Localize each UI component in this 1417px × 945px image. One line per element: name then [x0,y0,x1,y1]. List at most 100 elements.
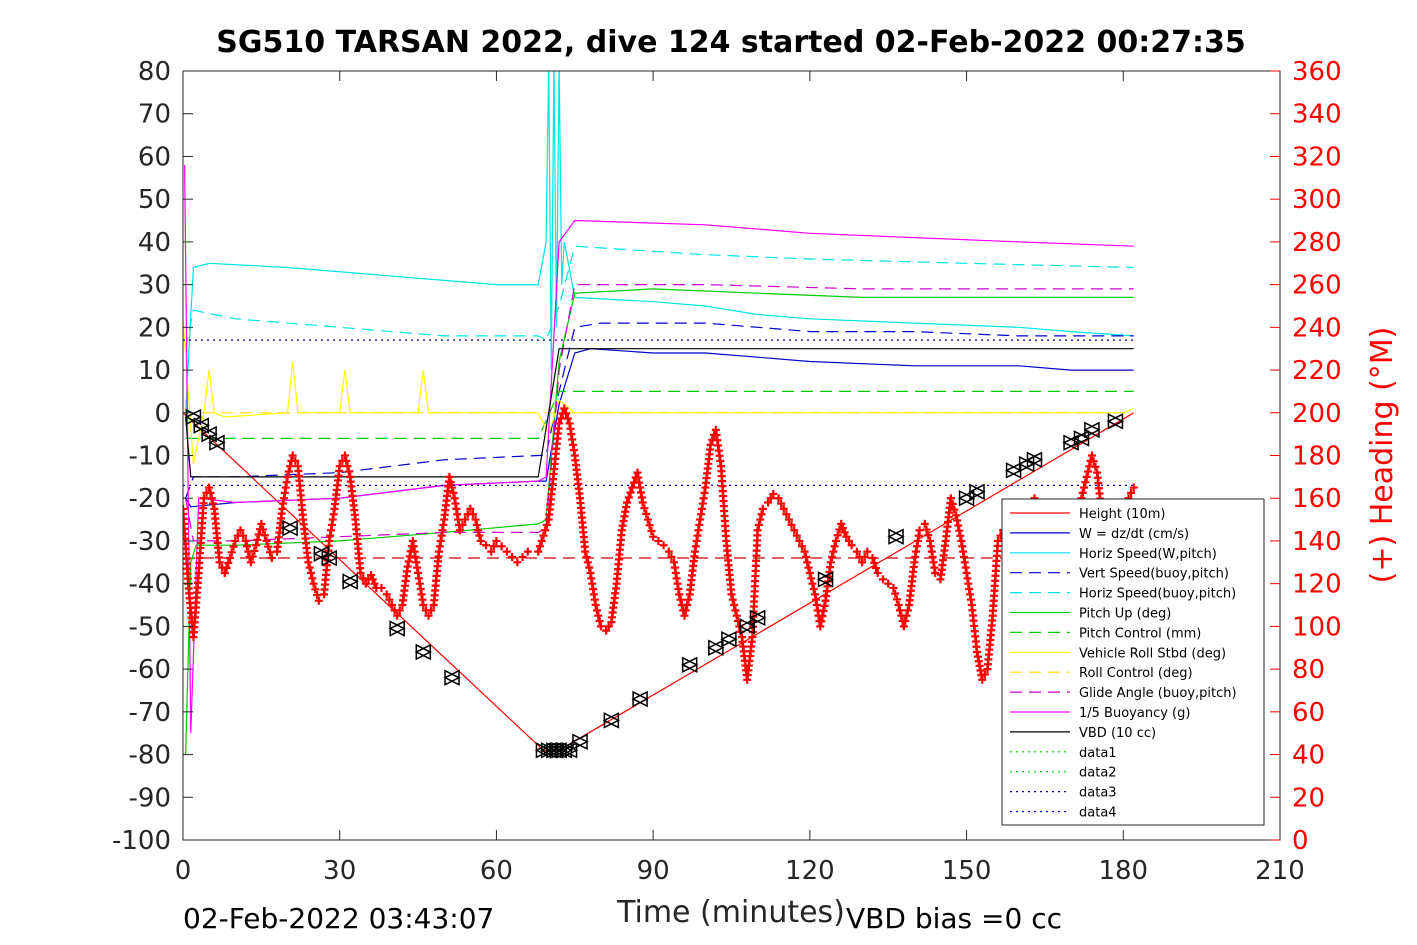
heading-point [732,611,741,620]
heading-point-interp [537,536,546,545]
heading-point [899,622,908,631]
heading-point [837,519,846,528]
time-marker-inner [415,643,432,661]
heading-point [915,526,924,535]
time-marker-inner [681,656,699,674]
heading-point-interp [563,414,572,423]
heading-point-interp [489,542,498,551]
heading-point-interp [306,568,315,577]
heading-point [779,504,788,513]
x-axis-label: Time (minutes) [616,895,845,930]
y-tick-label: 20 [138,313,171,343]
heading-point [946,494,955,503]
time-marker-layer [184,408,1125,759]
heading-point [659,541,668,550]
heading-point [513,558,522,567]
heading-point [560,404,569,413]
x-tick-label: 180 [1098,856,1148,886]
y-tick-label: -30 [129,527,171,557]
heading-point [220,568,229,577]
heading-point [492,536,501,545]
heading-point-interp [535,542,544,551]
heading-point-interp [385,595,394,604]
heading-point-interp [1089,457,1098,466]
heading-point-interp [542,520,551,529]
heading-point-interp [1127,488,1136,497]
heading-point [555,419,564,428]
time-marker-inner [749,609,767,627]
heading-point [591,601,600,610]
heading-point-interp [305,563,314,572]
heading-point [826,558,835,567]
heading-point [257,519,266,528]
y-right-tick-label: 320 [1292,142,1342,172]
y-right-tick-label: 0 [1292,826,1309,856]
time-marker-inner [572,733,589,750]
heading-point [252,541,261,550]
heading-point [183,504,187,513]
heading-point-interp [731,606,740,615]
heading-point [304,558,313,567]
heading-point-interp [518,552,527,561]
heading-point-interp [777,499,786,508]
heading-point-interp [239,531,248,540]
heading-point [675,590,684,599]
heading-point [628,483,637,492]
y-tick-label: -80 [129,741,171,771]
heading-point-interp [804,563,813,572]
time-marker-inner [201,425,218,443]
series-line-12 [185,348,1134,478]
heading-point [419,601,428,610]
heading-point-interp [370,579,379,588]
y-right-tick-label: 120 [1292,570,1342,600]
series-line-5 [185,245,1134,349]
y-right-tick-label: 340 [1292,100,1342,130]
heading-point [226,554,235,563]
heading-point-interp [642,509,651,518]
heading-point-interp [308,574,317,583]
heading-point [236,526,245,535]
heading-point [664,547,673,556]
time-marker-inner [561,742,579,759]
heading-point-interp [681,606,690,615]
heading-point-interp [870,559,879,568]
heading-point-interp [840,528,849,537]
y-tick-label: 60 [138,142,171,172]
heading-point [884,579,893,588]
y-tick-label: -50 [129,612,171,642]
heading-point-interp [1084,467,1093,476]
heading-point-interp [902,611,911,620]
heading-point [466,504,475,513]
time-marker-inner [1063,434,1080,451]
heading-point-interp [754,520,763,529]
legend-label: Roll Control (deg) [1079,666,1193,681]
heading-point-interp [368,575,377,584]
time-marker-inner [1005,462,1023,479]
y-tick-label: 10 [138,356,171,386]
heading-point-interp [829,547,838,556]
heading-point [288,451,297,460]
heading-point-interp [446,478,455,487]
heading-point [445,472,454,481]
heading-point-interp [474,526,483,535]
heading-point-interp [1080,483,1089,492]
heading-point [1082,472,1091,481]
heading-point-interp [757,510,766,519]
heading-point-interp [342,456,351,465]
heading-point-interp [468,510,477,519]
heading-point-interp [206,488,215,497]
heading-point [246,558,255,567]
heading-point-interp [924,531,933,540]
heading-point-interp [895,606,904,615]
chart-title: SG510 TARSAN 2022, dive 124 started 02-F… [216,25,1245,60]
heading-point-interp [556,414,565,423]
y-tick-label: 0 [154,399,171,429]
heading-point [382,590,391,599]
heading-point [481,541,490,550]
heading-point [993,536,1002,545]
heading-point [638,498,647,507]
time-marker-inner [282,519,299,537]
heading-point [758,504,767,513]
x-tick-label: 60 [480,856,513,886]
heading-point [377,583,386,592]
